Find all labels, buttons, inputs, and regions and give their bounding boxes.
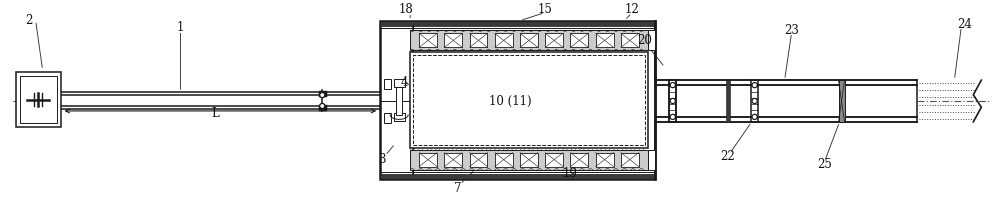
Text: 10 (11): 10 (11) bbox=[489, 95, 531, 107]
Bar bbox=[495, 153, 513, 166]
Circle shape bbox=[320, 103, 325, 108]
Circle shape bbox=[670, 99, 675, 103]
Bar bbox=[839, 80, 845, 122]
Bar bbox=[545, 34, 563, 47]
Circle shape bbox=[320, 93, 325, 98]
Bar bbox=[384, 79, 391, 89]
Bar bbox=[648, 150, 655, 169]
Text: 18: 18 bbox=[399, 3, 414, 16]
Circle shape bbox=[321, 94, 323, 96]
Circle shape bbox=[670, 83, 675, 88]
Bar bbox=[419, 34, 437, 47]
Bar bbox=[16, 72, 61, 127]
Circle shape bbox=[753, 116, 756, 118]
Bar bbox=[394, 113, 405, 121]
Text: 22: 22 bbox=[720, 150, 735, 163]
Circle shape bbox=[752, 114, 757, 119]
Bar bbox=[520, 153, 538, 166]
Text: 23: 23 bbox=[784, 24, 799, 37]
Bar bbox=[621, 34, 639, 47]
Bar bbox=[470, 34, 487, 47]
Bar bbox=[380, 21, 655, 26]
Text: 4: 4 bbox=[400, 76, 408, 89]
Bar bbox=[384, 113, 391, 123]
Bar bbox=[545, 153, 563, 166]
Bar bbox=[419, 153, 437, 166]
Text: 7: 7 bbox=[454, 182, 462, 195]
Bar bbox=[380, 21, 655, 179]
Circle shape bbox=[753, 84, 756, 86]
Bar bbox=[596, 34, 614, 47]
Bar bbox=[726, 80, 730, 122]
Text: 2: 2 bbox=[25, 14, 32, 27]
Bar bbox=[410, 52, 648, 148]
Circle shape bbox=[752, 83, 757, 88]
Bar bbox=[596, 153, 614, 166]
Text: 20: 20 bbox=[637, 34, 652, 47]
Text: L: L bbox=[212, 107, 219, 120]
Circle shape bbox=[671, 84, 674, 86]
Text: 24: 24 bbox=[957, 18, 972, 31]
Bar bbox=[470, 153, 487, 166]
Circle shape bbox=[321, 105, 323, 107]
Circle shape bbox=[670, 114, 675, 119]
Bar bbox=[20, 76, 57, 123]
Circle shape bbox=[753, 100, 756, 102]
Circle shape bbox=[671, 116, 674, 118]
Bar bbox=[648, 31, 655, 50]
Bar bbox=[394, 79, 405, 87]
Circle shape bbox=[752, 99, 757, 103]
Bar bbox=[570, 34, 588, 47]
Bar bbox=[413, 55, 645, 145]
Bar bbox=[669, 80, 676, 122]
Bar bbox=[410, 31, 648, 50]
Bar bbox=[621, 153, 639, 166]
Bar bbox=[380, 174, 655, 179]
Bar bbox=[520, 34, 538, 47]
Text: 12: 12 bbox=[624, 3, 639, 16]
Text: 15: 15 bbox=[538, 3, 552, 16]
Bar bbox=[444, 153, 462, 166]
Text: 25: 25 bbox=[817, 158, 832, 171]
Text: 3: 3 bbox=[378, 153, 386, 166]
Bar bbox=[410, 150, 648, 169]
Bar bbox=[495, 34, 513, 47]
Text: 1: 1 bbox=[177, 21, 184, 34]
Bar bbox=[444, 34, 462, 47]
Circle shape bbox=[671, 100, 674, 102]
Text: 19: 19 bbox=[562, 167, 577, 180]
Bar bbox=[570, 153, 588, 166]
Bar bbox=[396, 87, 402, 115]
